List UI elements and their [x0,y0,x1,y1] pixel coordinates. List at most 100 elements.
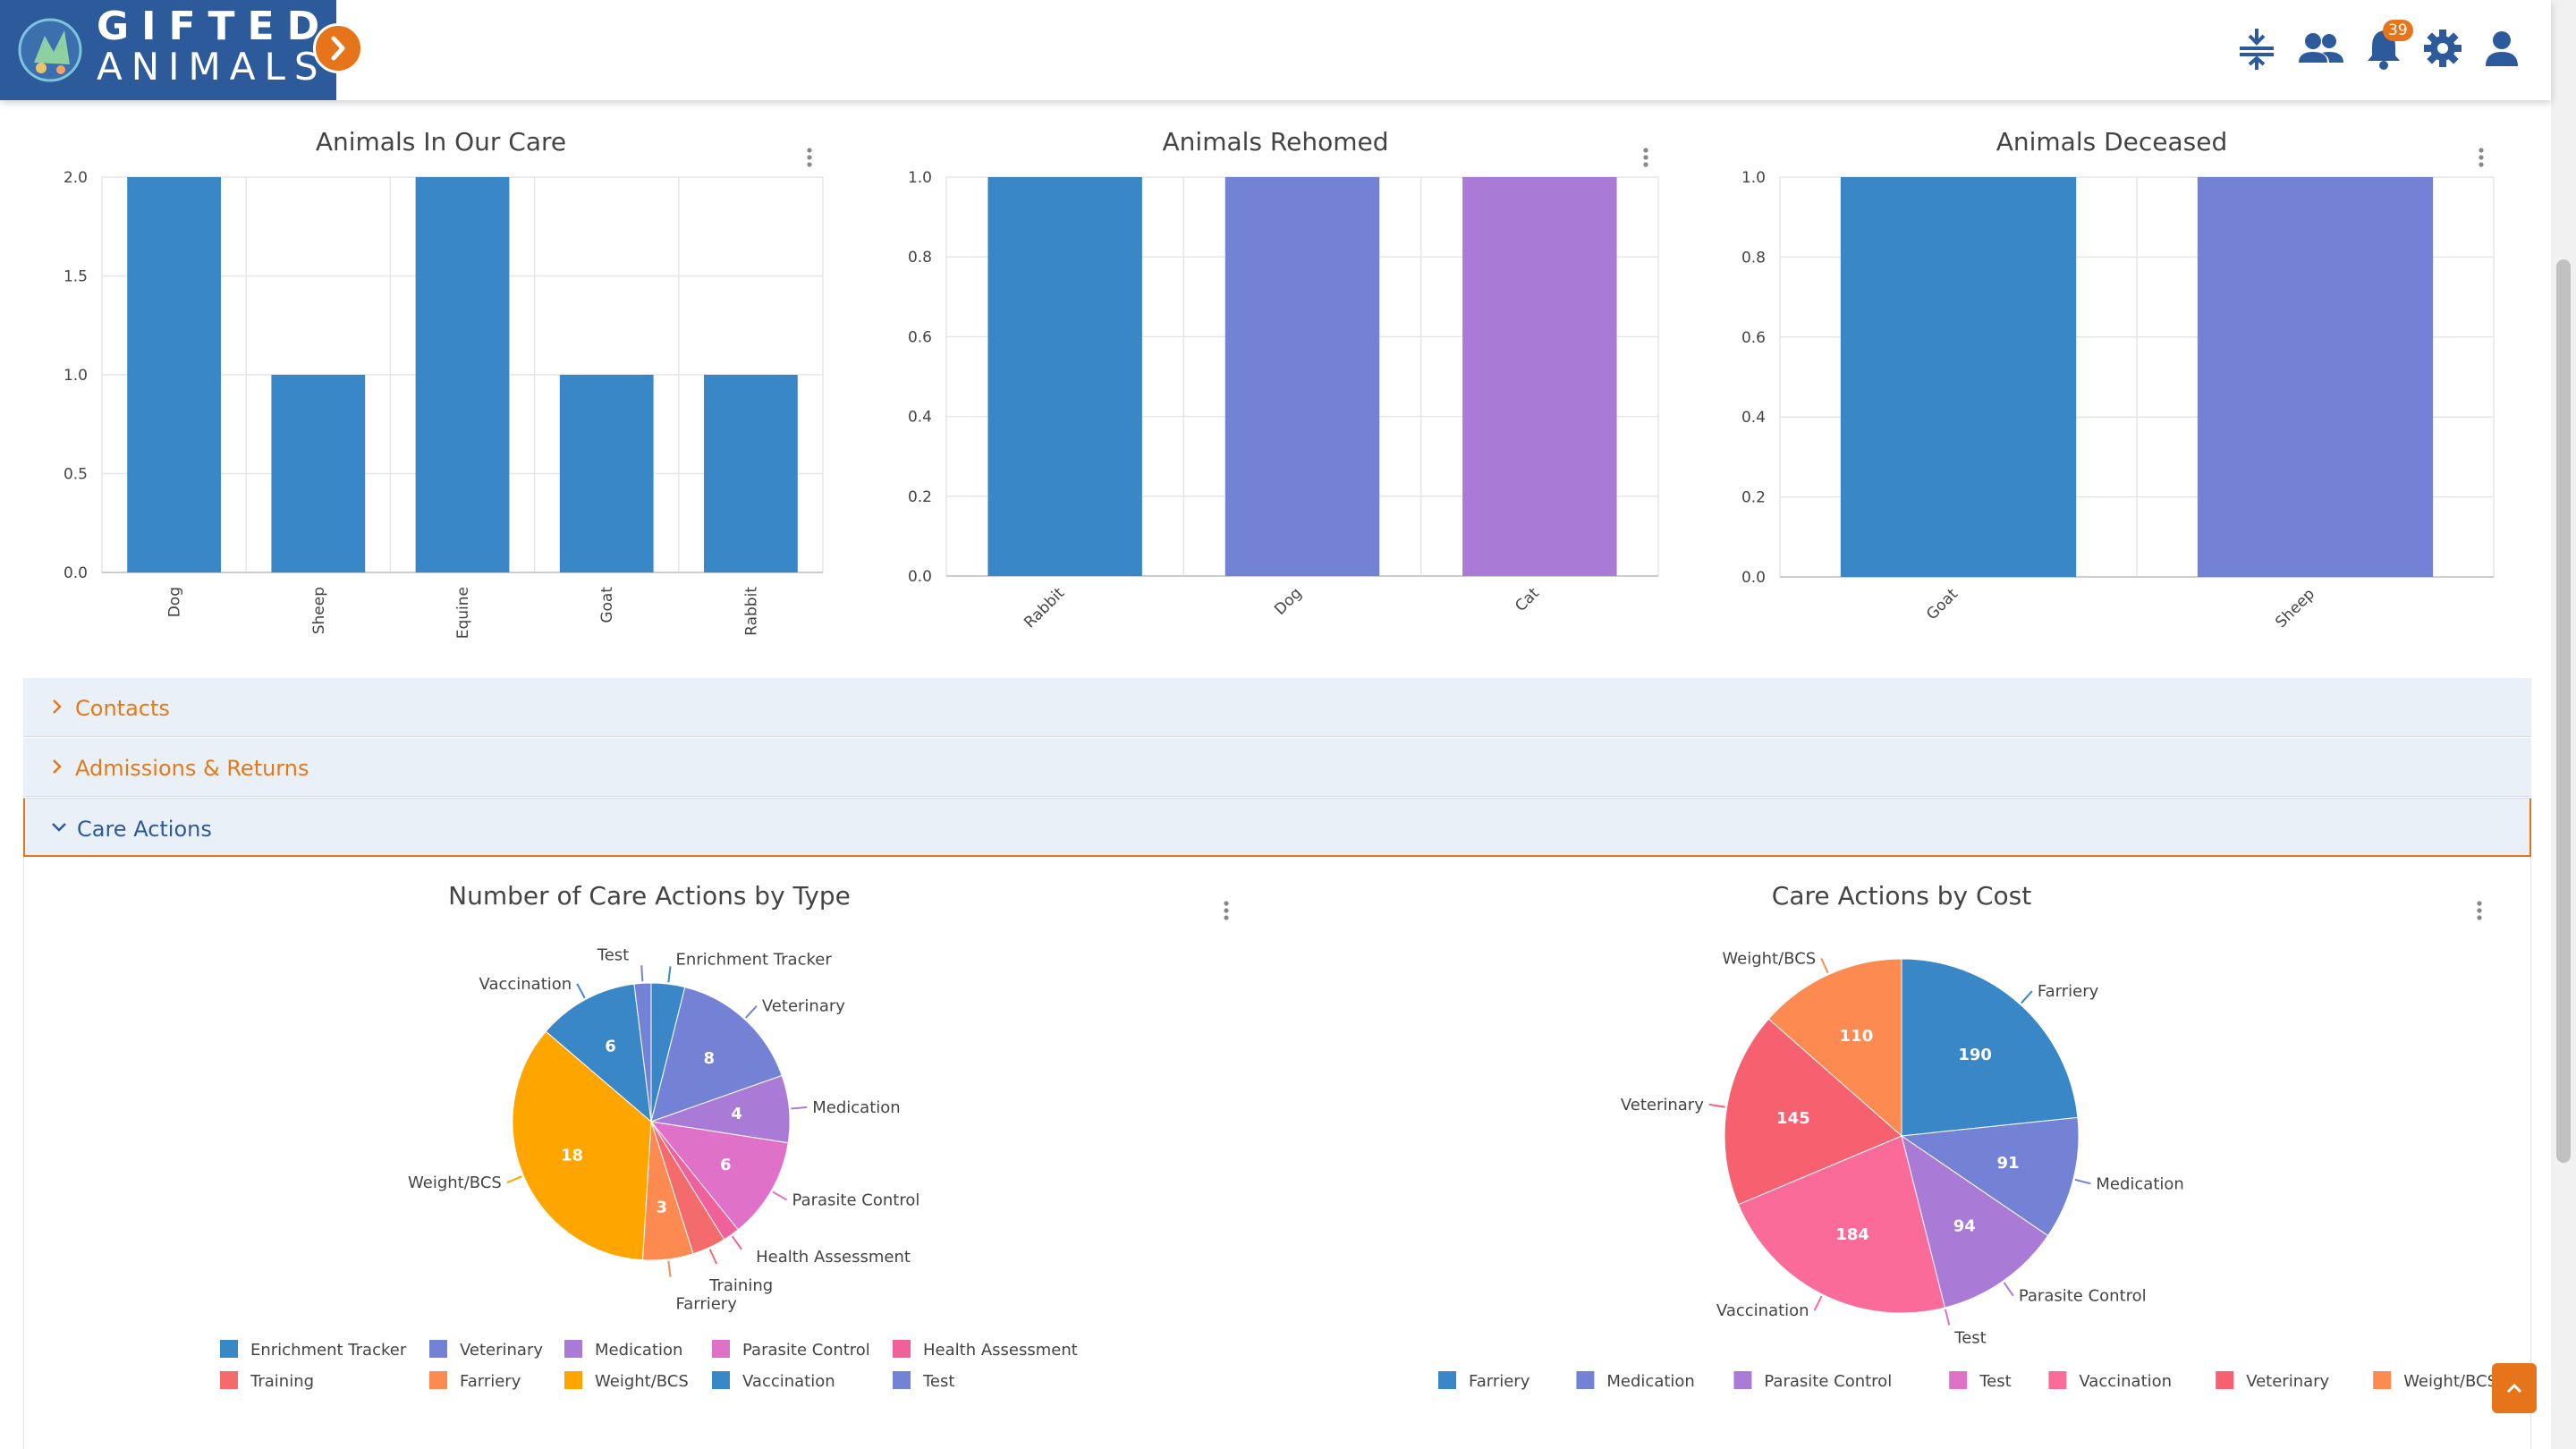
pie-slice[interactable] [1767,958,1902,1138]
legend-item[interactable]: Medication [1576,1371,1695,1391]
legend-label: Weight/BCS [595,1372,689,1391]
legend-label: Vaccination [742,1372,835,1391]
legend-item[interactable]: Test [893,1371,954,1391]
slice-label: Veterinary [1621,1096,1704,1114]
y-tick-label: 0.6 [1741,329,1766,347]
legend-item[interactable]: Veterinary [429,1340,543,1360]
slice-value-label: 3 [657,1198,668,1216]
page-scrollbar[interactable] [2551,0,2576,1449]
leader-line [640,965,644,982]
legend-item[interactable]: Parasite Control [1733,1371,1892,1391]
scrollbar-thumb[interactable] [2556,259,2571,1163]
chart-menu-icon[interactable] [2479,148,2484,167]
accordion-admissions[interactable]: Admissions & Returns [23,738,2531,797]
pie-slice[interactable] [512,1030,652,1261]
legend-label: Parasite Control [742,1341,870,1360]
user-icon[interactable] [2481,25,2522,72]
sidebar-toggle-button[interactable] [313,23,363,73]
x-tick-label: Goat [598,587,616,623]
chart-menu-icon[interactable] [2477,901,2482,920]
pie-slice[interactable] [1901,958,2079,1137]
pie-slice[interactable] [649,1121,789,1231]
legend-item[interactable]: Weight/BCS [2373,1371,2497,1391]
slice-value-label: 6 [605,1037,616,1055]
legend-item[interactable]: Medication [564,1340,682,1360]
legend-swatch [1733,1371,1752,1389]
users-icon[interactable] [2295,25,2345,72]
gear-icon[interactable] [2422,25,2463,72]
slice-label: Medication [2096,1174,2183,1193]
slice-label: Health Assessment [756,1248,911,1267]
collapse-icon[interactable] [2236,25,2277,72]
y-tick-label: 0.4 [908,409,932,427]
legend-item[interactable]: Health Assessment [893,1340,1078,1360]
slice-value-label: 110 [1840,1027,1874,1046]
slice-label: Vaccination [479,975,572,994]
legend-item[interactable]: Enrichment Tracker [220,1340,407,1360]
legend-item[interactable]: Training [220,1371,314,1391]
legend-item[interactable]: Test [1949,1371,2012,1391]
slice-label: Medication [812,1098,900,1117]
slice-value-label: 94 [1953,1217,1976,1236]
bar[interactable] [2197,177,2434,577]
legend-label: Medication [595,1341,682,1360]
legend-item[interactable]: Veterinary [2216,1371,2330,1391]
brand-logo[interactable]: GIFTED ANIMALS [0,0,336,100]
pie-slice[interactable] [633,982,652,1123]
pie-slice[interactable] [1901,1134,2049,1309]
chevron-right-icon [331,36,345,61]
slice-label: Test [1953,1328,1986,1347]
chart-menu-icon[interactable] [1643,148,1648,167]
pie-slice[interactable] [1737,1135,1946,1314]
legend-label: Health Assessment [923,1341,1078,1360]
pie-slice[interactable] [545,983,652,1123]
bar[interactable] [1462,177,1617,576]
bar[interactable] [1840,177,2077,577]
y-tick-label: 0.2 [908,488,932,506]
accordion-care-actions[interactable]: Care Actions [23,798,2531,857]
pie-slice[interactable] [1724,1018,1902,1206]
slice-label: Farriery [2038,982,2099,1001]
bar[interactable] [1224,177,1380,576]
slice-label: Farriery [676,1295,738,1314]
bar[interactable] [127,177,221,572]
legend-item[interactable]: Vaccination [2048,1371,2172,1391]
legend-swatch [1438,1371,1456,1389]
accordion-contacts[interactable]: Contacts [23,678,2531,737]
bar[interactable] [704,375,798,572]
bar-chart: Animals In Our Care 0.0 0.5 1.0 1.5 2.0 Dog She… [64,127,824,639]
legend-label: Parasite Control [1764,1372,1892,1391]
legend-item[interactable]: Farriery [1438,1371,1530,1391]
legend-swatch [2048,1371,2067,1389]
chart-legend: Farriery Medication Parasite Control Test Va… [1438,1371,2497,1391]
legend-item[interactable]: Weight/BCS [564,1371,689,1391]
legend-item[interactable]: Parasite Control [712,1340,870,1360]
pie-slice[interactable] [1900,1116,2080,1237]
slice-value-label: 145 [1776,1109,1810,1128]
accordion-label: Admissions & Returns [75,756,309,781]
bar[interactable] [271,375,366,572]
leader-line [1820,957,1829,974]
bar[interactable] [987,177,1142,576]
slice-value-label: 184 [1835,1225,1869,1244]
leader-line [708,1249,718,1265]
x-tick-label: Dog [166,587,184,617]
pie-slice[interactable] [650,987,783,1123]
legend-swatch [2216,1371,2234,1389]
bar[interactable] [415,177,510,572]
leader-line [1708,1103,1725,1108]
slice-label: Weight/BCS [408,1174,502,1192]
y-tick-label: 1.0 [64,367,88,385]
bar[interactable] [559,375,654,572]
chart-menu-icon[interactable] [1224,901,1229,920]
legend-item[interactable]: Farriery [429,1371,521,1391]
chevron-right-icon [53,759,62,774]
leader-line [576,983,586,999]
bell-icon[interactable]: 39 [2363,20,2413,72]
chart-menu-icon[interactable] [807,148,812,167]
leader-line [667,966,672,983]
legend-item[interactable]: Vaccination [712,1371,835,1391]
scroll-to-top-button[interactable] [2492,1363,2537,1413]
